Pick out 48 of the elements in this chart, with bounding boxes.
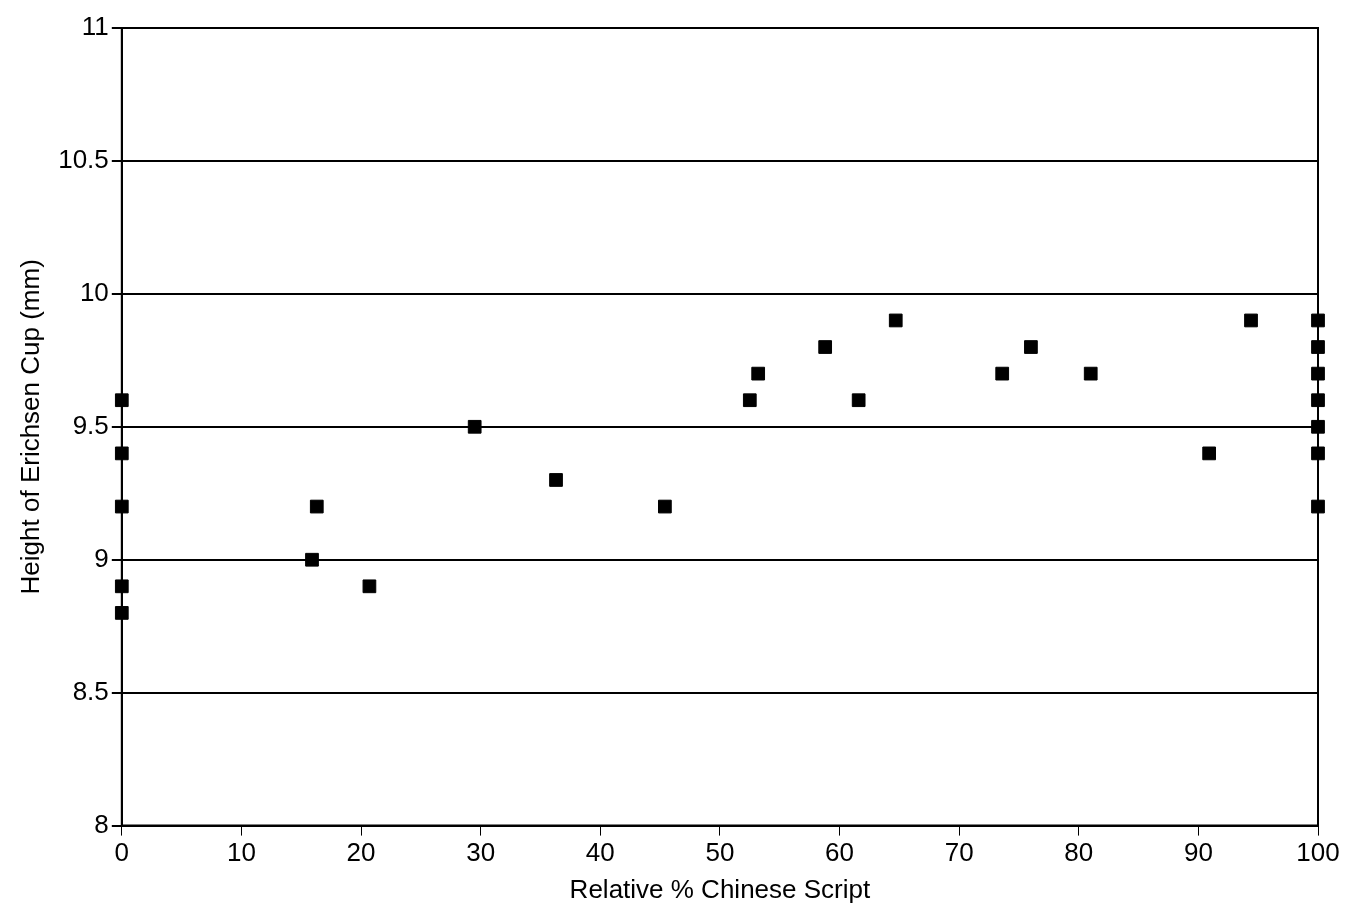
point [751,366,766,381]
y-tick-label: 9.5 [72,409,109,440]
x-tick-label: 0 [114,837,130,868]
x-tick-label: 100 [1296,837,1340,868]
point [362,579,377,594]
y-tick-label: 10.5 [58,144,109,175]
point [114,579,129,594]
point [1311,313,1325,328]
point [1202,446,1217,461]
point [114,446,129,461]
point [1244,313,1258,328]
point [467,419,482,434]
x-tick-label: 10 [226,837,256,868]
x-tick-label: 50 [705,837,735,868]
y-tick-label: 10 [79,277,109,308]
point [742,393,757,408]
x-tick-label: 40 [585,837,615,868]
point [1311,366,1325,381]
point [305,552,319,567]
point [1311,499,1325,514]
point [818,340,833,354]
y-tick-label: 8 [94,808,109,839]
point [114,393,129,408]
x-tick-label: 60 [825,837,854,868]
x-tick-label: 70 [944,837,974,868]
point [888,313,903,328]
x-tick-label: 90 [1183,837,1213,868]
x-tick-label: 30 [466,837,496,868]
point [114,499,129,514]
point [309,499,324,514]
point [549,473,563,487]
y-tick-label: 11 [81,11,109,42]
y-axis-title: Height of Erichsen Cup (mm) [14,259,45,595]
point [1083,366,1098,381]
point [658,499,672,514]
point [1311,393,1325,408]
point [1311,340,1325,354]
point [851,393,866,408]
y-tick-label: 9 [94,542,109,573]
point [1024,340,1038,354]
x-tick-label: 20 [346,837,376,868]
x-tick-label: 80 [1064,837,1094,868]
point [1311,446,1325,461]
point [114,606,129,620]
point [995,366,1010,381]
y-tick-label: 8.5 [72,675,109,706]
point [1311,419,1325,434]
x-axis-title: Relative % Chinese Script [569,873,871,904]
